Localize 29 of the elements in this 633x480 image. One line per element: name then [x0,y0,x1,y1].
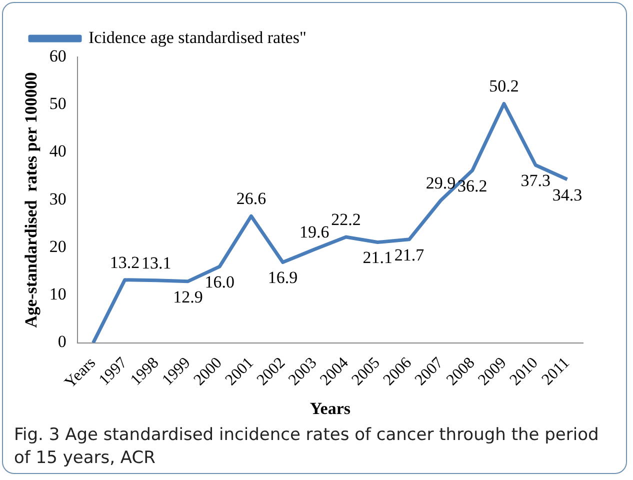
data-label: 21.7 [394,245,425,264]
y-tick-label: 60 [49,46,66,66]
data-label: 29.9 [426,173,456,192]
y-tick-label: 30 [49,189,66,208]
data-label: 16.9 [268,268,298,288]
y-tick-label: 0 [58,332,66,352]
x-tick-label: 2011 [538,354,573,389]
data-label: 13.1 [142,253,172,272]
caption: Fig. 3 Age standardised incidence rates of cancer through the period of 15 years, ACR [14,424,600,470]
data-label: 50.2 [489,76,519,96]
y-tick-label: 40 [49,142,66,161]
x-tick-label: 2001 [222,354,257,389]
y-tick-label: 50 [49,94,66,114]
y-axis-title: Age-standardised rates per 100000 [22,72,41,328]
y-tick-label: 20 [49,236,66,256]
data-label: 16.0 [204,272,234,292]
data-label: 12.9 [173,287,203,306]
data-label: 13.2 [110,252,140,272]
data-label: 36.2 [458,176,488,196]
legend-label: Icidence age standardised rates" [88,28,306,47]
x-tick-label: 1999 [159,354,194,389]
data-label: 34.3 [552,185,582,204]
x-axis-title: Years [310,399,351,418]
data-label: 26.6 [236,189,266,208]
y-tick-label: 10 [49,284,66,304]
data-label: 19.6 [300,222,330,242]
data-label: 22.2 [331,210,361,230]
data-label: 37.3 [520,171,550,190]
data-label: 21.1 [362,248,392,268]
